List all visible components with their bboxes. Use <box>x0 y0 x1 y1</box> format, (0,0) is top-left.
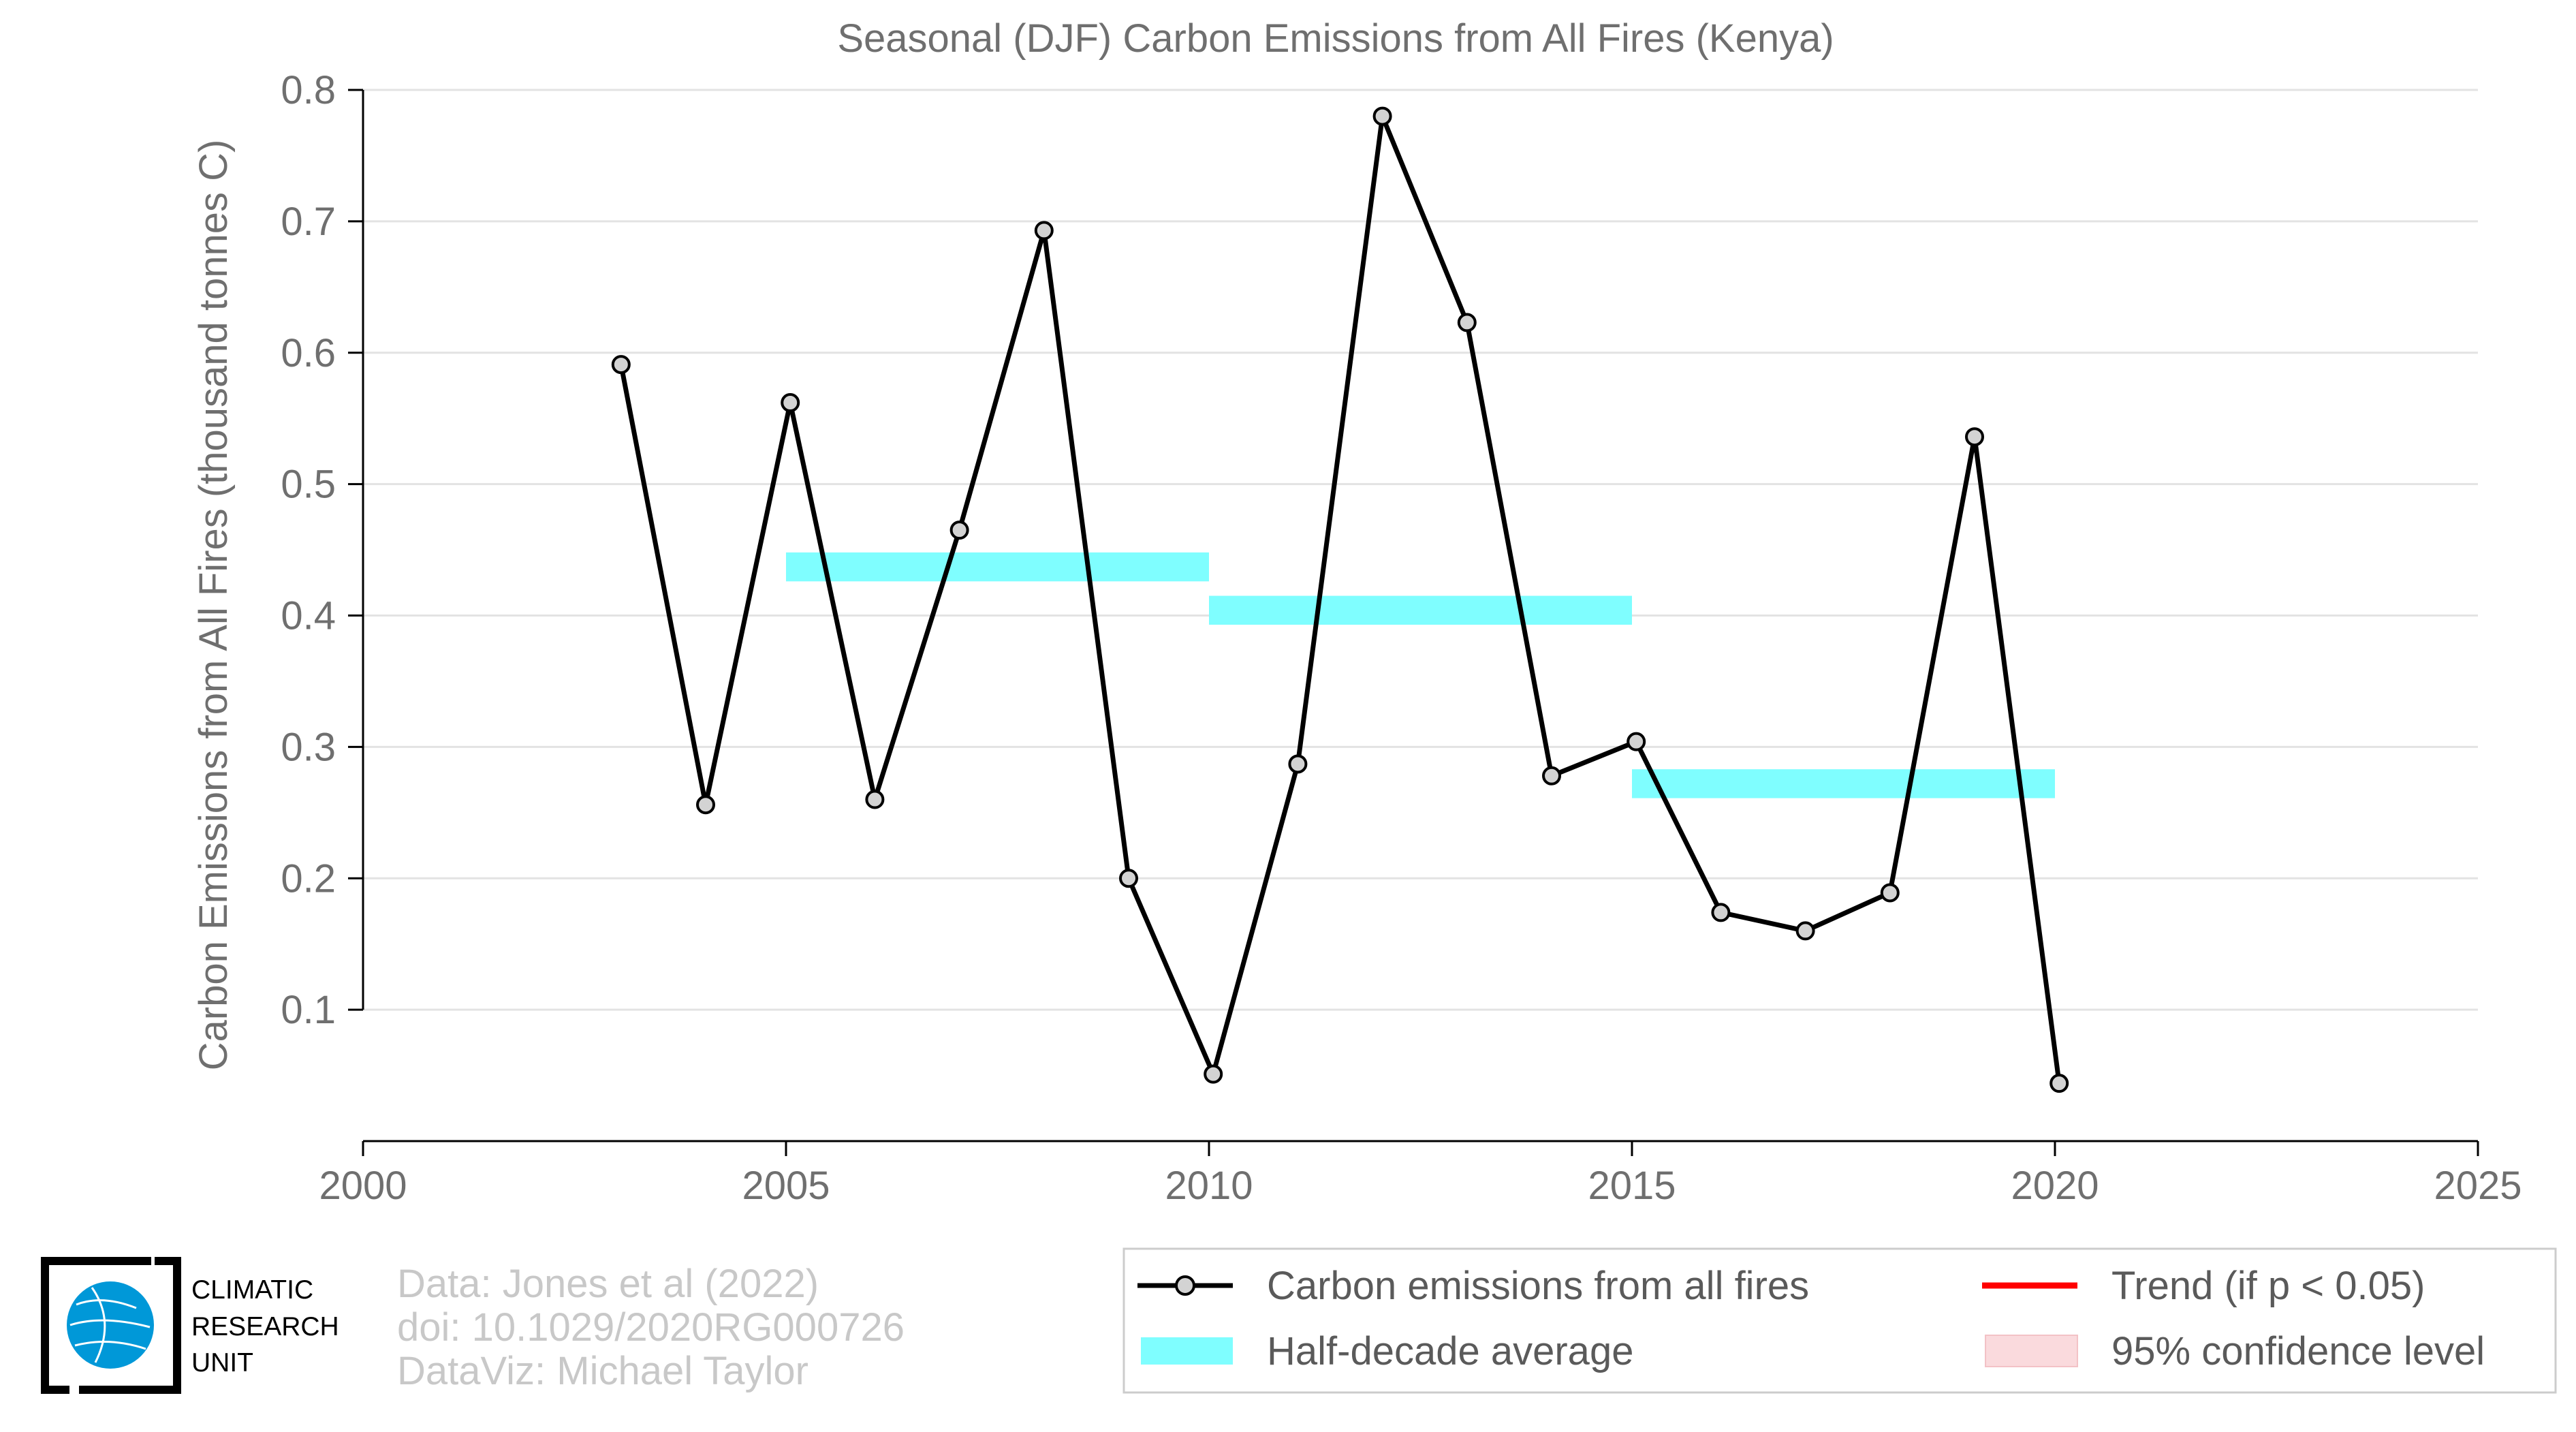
axes <box>348 89 2479 1156</box>
data-point <box>1542 766 1562 785</box>
credit-dataviz: DataViz: Michael Taylor <box>397 1349 808 1393</box>
legend: Carbon emissions from all fires Trend (i… <box>1122 1247 2557 1394</box>
y-tick-label: 0.6 <box>281 331 336 375</box>
data-point <box>1034 221 1054 240</box>
x-tick-label: 2020 <box>2011 1164 2099 1208</box>
data-point <box>2049 1074 2069 1093</box>
data-point <box>949 520 969 540</box>
legend-label-emissions: Carbon emissions from all fires <box>1267 1264 1809 1308</box>
y-axis-label: Carbon Emissions from All Fires (thousan… <box>191 140 236 1071</box>
y-tick-label: 0.4 <box>281 594 336 638</box>
data-point <box>1204 1064 1223 1084</box>
x-tick-label: 2005 <box>742 1164 830 1208</box>
y-tick-label: 0.7 <box>281 200 336 244</box>
globe-icon <box>67 1281 154 1369</box>
half-decade-band <box>786 552 1209 582</box>
logo-bracket-right <box>79 1257 181 1394</box>
series-line <box>618 114 2062 1084</box>
data-point <box>781 393 800 413</box>
data-point <box>1288 754 1308 774</box>
x-tick-label: 2010 <box>1165 1164 1253 1208</box>
data-point <box>1795 921 1815 941</box>
credits: Data: Jones et al (2022) doi: 10.1029/20… <box>397 1262 905 1393</box>
half-decade-band <box>1209 595 1632 625</box>
x-tick-label: 2025 <box>2434 1164 2522 1208</box>
x-tick-label: 2000 <box>319 1164 407 1208</box>
cru-logo: CLIMATIC RESEARCH UNIT <box>41 1257 339 1394</box>
tick-labels: 0.1 0.2 0.3 0.4 0.5 0.6 0.7 0.8 2000 2005 2010 2015… <box>281 68 2522 1208</box>
data-point <box>1627 732 1646 751</box>
y-tick-label: 0.3 <box>281 725 336 769</box>
data-point <box>611 355 631 375</box>
half-decade-bands <box>786 552 2055 798</box>
legend-label-trend: Trend (if p < 0.05) <box>2111 1264 2425 1308</box>
data-point <box>1965 427 1985 447</box>
series-layer <box>611 106 2069 1093</box>
data-point <box>1457 313 1477 332</box>
x-tick-label: 2015 <box>1588 1164 1676 1208</box>
legend-marker-emissions <box>1175 1275 1195 1296</box>
y-tick-label: 0.5 <box>281 463 336 507</box>
legend-item-emissions: Carbon emissions from all fires <box>1137 1264 1809 1308</box>
logo-text-line2: RESEARCH <box>191 1312 339 1341</box>
data-point <box>1880 883 1900 903</box>
legend-band-half-decade <box>1141 1337 1233 1365</box>
legend-item-trend: Trend (if p < 0.05) <box>1982 1264 2425 1308</box>
legend-item-half-decade: Half-decade average <box>1141 1329 1633 1373</box>
data-point <box>696 795 716 815</box>
legend-item-confidence: 95% confidence level <box>1985 1329 2485 1373</box>
grid <box>363 89 2478 1011</box>
legend-patch-confidence <box>1985 1335 2078 1367</box>
half-decade-band <box>1632 769 2055 798</box>
legend-label-half-decade: Half-decade average <box>1267 1329 1633 1373</box>
y-tick-label: 0.8 <box>281 68 336 112</box>
chart-title: Seasonal (DJF) Carbon Emissions from All… <box>837 16 1834 61</box>
logo-bracket-left <box>41 1257 151 1394</box>
logo-text-line3: UNIT <box>191 1348 253 1377</box>
data-point <box>1372 106 1392 126</box>
data-point <box>865 790 885 809</box>
data-point <box>1711 903 1731 922</box>
y-tick-label: 0.1 <box>281 988 336 1032</box>
logo-text-line1: CLIMATIC <box>191 1275 313 1305</box>
credit-data-source: Data: Jones et al (2022) <box>397 1262 819 1306</box>
legend-frame <box>1122 1247 2557 1394</box>
credit-doi: doi: 10.1029/2020RG000726 <box>397 1305 905 1350</box>
y-tick-label: 0.2 <box>281 856 336 901</box>
legend-label-confidence: 95% confidence level <box>2111 1329 2485 1373</box>
data-point <box>1119 869 1139 888</box>
